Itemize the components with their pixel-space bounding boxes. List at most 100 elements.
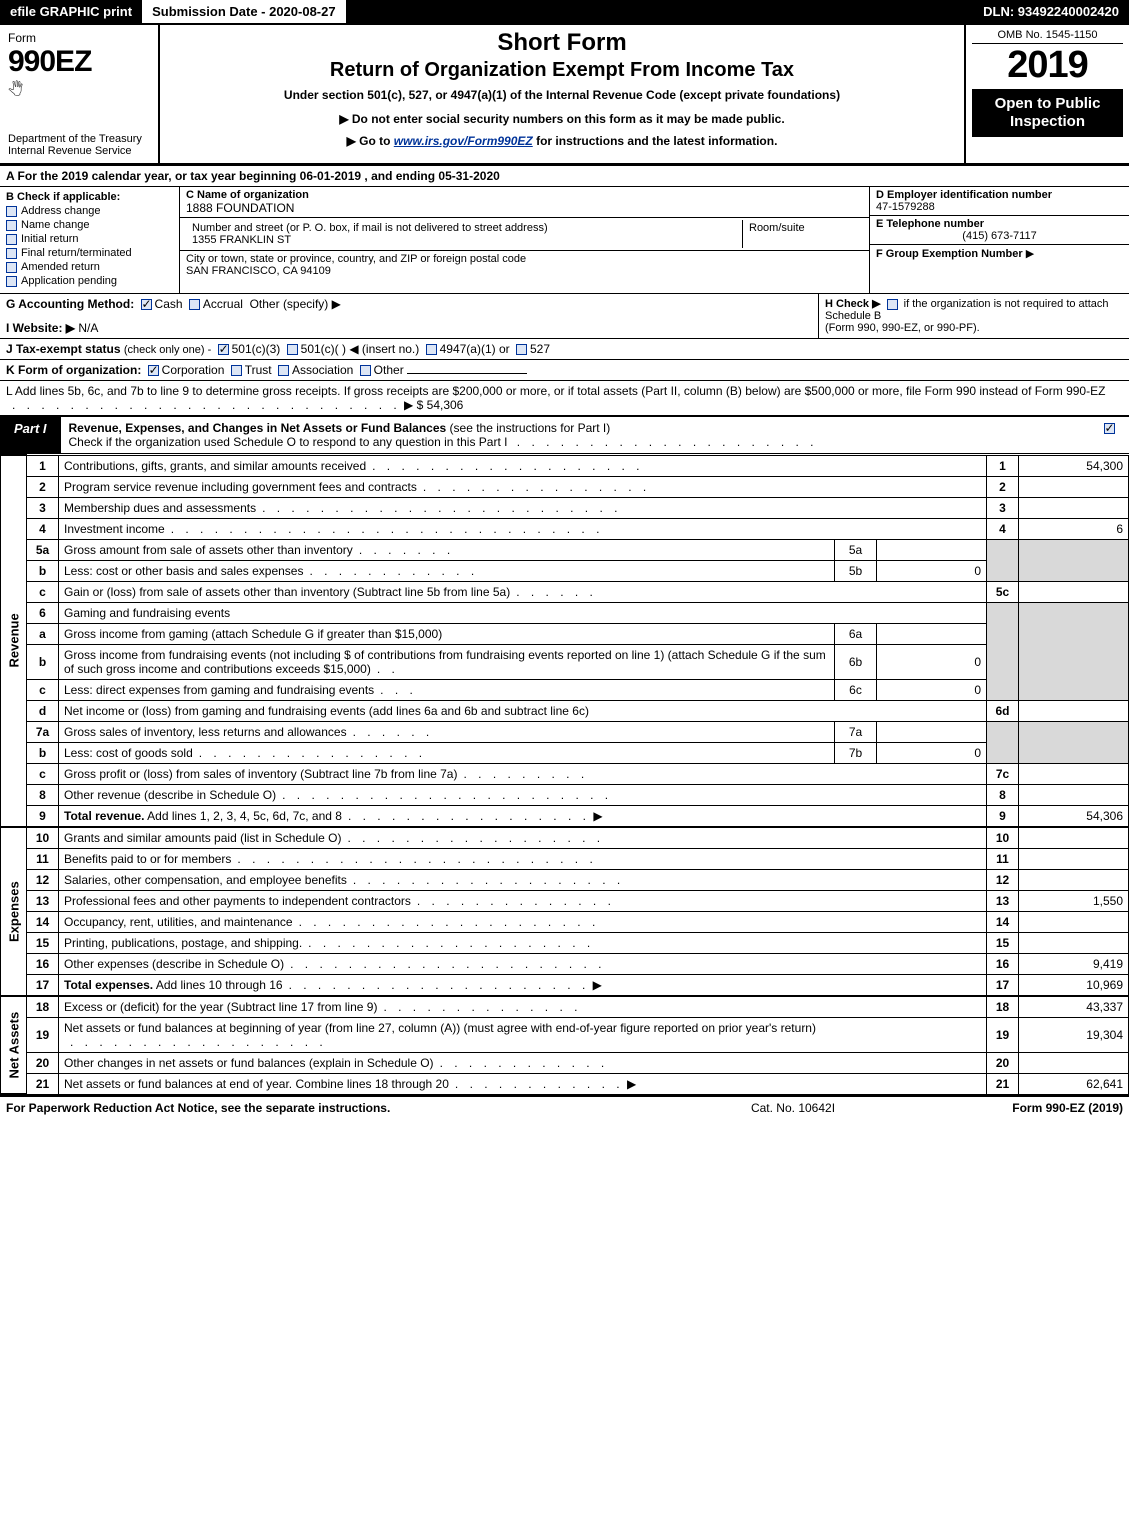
- l-amount: 54,306: [427, 398, 464, 412]
- l16-text: Other expenses (describe in Schedule O): [64, 957, 284, 971]
- line-13: 13 Professional fees and other payments …: [1, 890, 1129, 911]
- checkbox-h[interactable]: [887, 299, 898, 310]
- l7c-amount: [1019, 763, 1129, 784]
- opt-amended-return: Amended return: [21, 261, 100, 273]
- l2-amount: [1019, 476, 1129, 497]
- l6d-r: 6d: [987, 700, 1019, 721]
- l5b-text: Less: cost or other basis and sales expe…: [64, 564, 303, 578]
- l9-amount: 54,306: [1019, 805, 1129, 827]
- row-g: G Accounting Method: Cash Accrual Other …: [0, 294, 819, 338]
- l21-arrow: ▶: [627, 1077, 636, 1091]
- checkbox-initial-return[interactable]: [6, 234, 17, 245]
- open-public-inspection: Open to Public Inspection: [972, 89, 1123, 137]
- goto-link-line: ▶ Go to www.irs.gov/Form990EZ for instru…: [168, 134, 956, 148]
- checkbox-address-change[interactable]: [6, 206, 17, 217]
- checkbox-accrual[interactable]: [189, 299, 200, 310]
- line-5a: 5a Gross amount from sale of assets othe…: [1, 539, 1129, 560]
- under-section: Under section 501(c), 527, or 4947(a)(1)…: [168, 88, 956, 102]
- l14-text: Occupancy, rent, utilities, and maintena…: [64, 915, 293, 929]
- line-2: 2 Program service revenue including gove…: [1, 476, 1129, 497]
- line-6d: d Net income or (loss) from gaming and f…: [1, 700, 1129, 721]
- checkbox-application-pending[interactable]: [6, 276, 17, 287]
- row-a-tax-year: A For the 2019 calendar year, or tax yea…: [0, 166, 1129, 187]
- line-6c: c Less: direct expenses from gaming and …: [1, 679, 1129, 700]
- checkbox-501c[interactable]: [287, 344, 298, 355]
- checkbox-527[interactable]: [516, 344, 527, 355]
- l3-text: Membership dues and assessments: [64, 501, 256, 515]
- checkbox-cash[interactable]: [141, 299, 152, 310]
- l10-amount: [1019, 827, 1129, 849]
- opt-association: Association: [292, 363, 353, 377]
- l5b-num: b: [27, 560, 59, 581]
- info-block: B Check if applicable: Address change Na…: [0, 187, 1129, 294]
- irs-link[interactable]: www.irs.gov/Form990EZ: [394, 134, 533, 148]
- row-a-begin: 06-01-2019: [300, 169, 361, 183]
- checkbox-501c3[interactable]: [218, 344, 229, 355]
- l16-r: 16: [987, 953, 1019, 974]
- l18-num: 18: [27, 996, 59, 1018]
- checkbox-amended-return[interactable]: [6, 262, 17, 273]
- l11-text: Benefits paid to or for members: [64, 852, 231, 866]
- l3-amount: [1019, 497, 1129, 518]
- line-4: 4 Investment income. . . . . . . . . . .…: [1, 518, 1129, 539]
- l17-r: 17: [987, 974, 1019, 996]
- footer-left: For Paperwork Reduction Act Notice, see …: [6, 1101, 663, 1115]
- l6a-num: a: [27, 623, 59, 644]
- l6-text: Gaming and fundraising events: [59, 602, 987, 623]
- checkbox-corporation[interactable]: [148, 365, 159, 376]
- l6b-num: b: [27, 644, 59, 679]
- l9-num: 9: [27, 805, 59, 827]
- part1-checkbox-cell: [1089, 417, 1129, 453]
- row-a-mid: , and ending: [364, 169, 438, 183]
- part1-title: Revenue, Expenses, and Changes in Net As…: [69, 421, 447, 435]
- l21-num: 21: [27, 1073, 59, 1094]
- l4-text: Investment income: [64, 522, 165, 536]
- checkbox-other-org[interactable]: [360, 365, 371, 376]
- checkbox-schedule-o[interactable]: [1104, 423, 1115, 434]
- l6c-sub: 6c: [835, 679, 877, 700]
- l5ab-rshade: [987, 539, 1019, 581]
- l6b-text1: Gross income from fundraising events (no…: [64, 648, 351, 662]
- opt-501c: 501(c)( ): [301, 342, 346, 356]
- l18-amount: 43,337: [1019, 996, 1129, 1018]
- l13-r: 13: [987, 890, 1019, 911]
- l10-text: Grants and similar amounts paid (list in…: [64, 831, 341, 845]
- l21-amount: 62,641: [1019, 1073, 1129, 1094]
- part1-hint: (see the instructions for Part I): [450, 421, 611, 435]
- l17-amount: 10,969: [1019, 974, 1129, 996]
- side-revenue: Revenue: [1, 455, 27, 827]
- section-c: C Name of organization 1888 FOUNDATION N…: [180, 187, 869, 293]
- checkbox-4947[interactable]: [426, 344, 437, 355]
- other-org-input[interactable]: [407, 373, 527, 374]
- footer-right-pre: Form: [1012, 1101, 1045, 1115]
- section-b: B Check if applicable: Address change Na…: [0, 187, 180, 293]
- side-netassets: Net Assets: [1, 996, 27, 1095]
- submission-date: Submission Date - 2020-08-27: [142, 0, 346, 23]
- efile-print[interactable]: efile GRAPHIC print: [0, 0, 142, 23]
- l5a-sub: 5a: [835, 539, 877, 560]
- l12-r: 12: [987, 869, 1019, 890]
- row-a-end: 05-31-2020: [438, 169, 499, 183]
- checkbox-trust[interactable]: [231, 365, 242, 376]
- l13-text: Professional fees and other payments to …: [64, 894, 411, 908]
- checkbox-final-return[interactable]: [6, 248, 17, 259]
- checkbox-name-change[interactable]: [6, 220, 17, 231]
- checkbox-association[interactable]: [278, 365, 289, 376]
- l7ab-amtshade: [1019, 721, 1129, 763]
- part1-tag: Part I: [0, 417, 61, 453]
- goto-post: for instructions and the latest informat…: [533, 134, 778, 148]
- spacer: [346, 0, 974, 23]
- opt-corporation: Corporation: [162, 363, 225, 377]
- l20-r: 20: [987, 1052, 1019, 1073]
- l4-amount: 6: [1019, 518, 1129, 539]
- l3-num: 3: [27, 497, 59, 518]
- l6a-subamt: [877, 623, 987, 644]
- section-b-title: B Check if applicable:: [6, 191, 173, 203]
- opt-address-change: Address change: [21, 205, 101, 217]
- l11-amount: [1019, 848, 1129, 869]
- l5ab-amtshade: [1019, 539, 1129, 581]
- l10-num: 10: [27, 827, 59, 849]
- l20-num: 20: [27, 1052, 59, 1073]
- l7b-sub: 7b: [835, 742, 877, 763]
- l7a-sub: 7a: [835, 721, 877, 742]
